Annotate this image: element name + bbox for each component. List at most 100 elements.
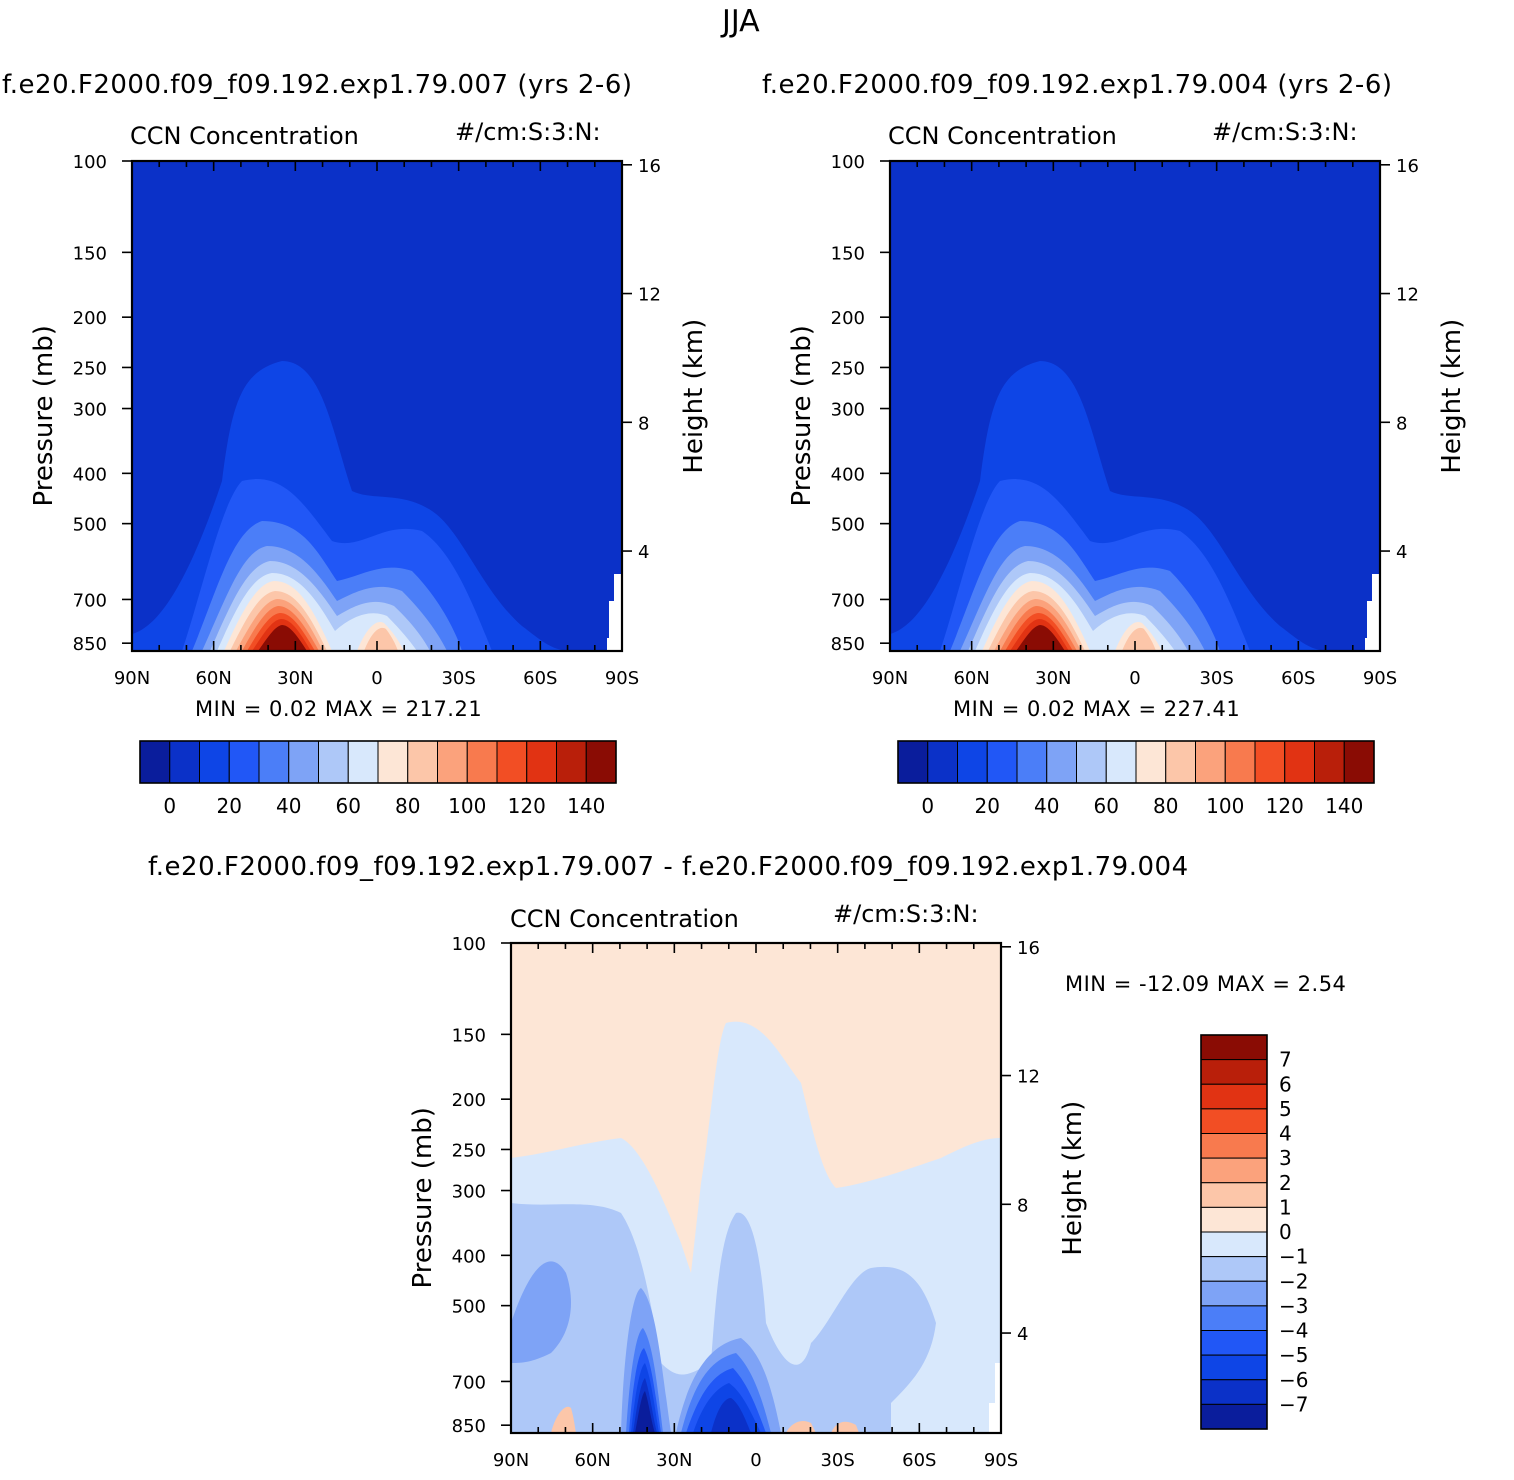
colorbar-box <box>897 740 929 784</box>
colorbar-box <box>139 740 171 784</box>
colorbar-box <box>1046 740 1077 784</box>
y2-axis-label: Height (km) <box>679 319 709 474</box>
x-tick-label: 90S <box>1363 668 1397 689</box>
colorbar-label: −4 <box>1279 1319 1308 1343</box>
colorbar-label: 0 <box>1279 1220 1292 1244</box>
colorbar-box <box>377 740 409 784</box>
colorbar-label: 5 <box>1279 1097 1292 1121</box>
diff-stats: MIN = -12.09 MAX = 2.54 <box>1065 972 1347 996</box>
colorbar-box <box>496 740 528 784</box>
colorbar-frame <box>897 740 1375 784</box>
colorbar-label: 0 <box>921 794 934 818</box>
y2-tick-label: 12 <box>638 285 661 306</box>
panel2-units: #/cm:S:3:N: <box>1212 118 1358 146</box>
colorbar-box <box>1200 1330 1268 1356</box>
colorbar-box <box>1314 740 1345 784</box>
field-contours <box>133 361 621 650</box>
y-tick-label: 100 <box>73 152 107 173</box>
y-tick-label: 500 <box>831 515 865 536</box>
panel2-variable: CCN Concentration <box>888 122 1117 150</box>
colorbar-box <box>1200 1059 1268 1085</box>
contour-band <box>1016 625 1065 650</box>
colorbar-label: 20 <box>217 794 242 818</box>
colorbar-box <box>585 740 617 784</box>
colorbar-label: 20 <box>975 794 1000 818</box>
plot-axes-1: 90N 60N 30N 0 30S 60S 90S 100 150 200 250 300 400 500… <box>787 152 1467 689</box>
y-tick-label: 850 <box>73 634 107 655</box>
colorbar-box <box>957 740 988 784</box>
colorbar-label: 60 <box>1094 794 1119 818</box>
y2-tick-label: 8 <box>1017 1195 1028 1216</box>
colorbar-box <box>288 740 319 784</box>
y2-tick-label: 4 <box>1396 542 1407 563</box>
y2-tick-label: 4 <box>1017 1324 1028 1345</box>
colorbar-label: 120 <box>508 794 546 818</box>
contour-band <box>258 625 307 650</box>
colorbar-label: −3 <box>1279 1294 1308 1318</box>
colorbar-box <box>1254 740 1286 784</box>
y-tick-label: 300 <box>73 400 107 421</box>
x-tick-label: 30N <box>277 668 313 689</box>
colorbar-label: 40 <box>1034 794 1059 818</box>
colorbar-box <box>169 740 200 784</box>
colorbar-label: 80 <box>395 794 420 818</box>
colorbar-label: 100 <box>448 794 486 818</box>
y2-axis-label: Height (km) <box>1437 319 1467 474</box>
colorbar-label: 80 <box>1153 794 1178 818</box>
colorbar-label: 6 <box>1279 1072 1292 1096</box>
colorbar-box <box>228 740 260 784</box>
x-tick-label: 0 <box>371 668 382 689</box>
colorbar-box <box>1200 1354 1268 1381</box>
colorbar-box <box>1224 740 1256 784</box>
main-title: JJA <box>722 4 760 39</box>
x-tick-label: 60S <box>523 668 557 689</box>
colorbar-label: −6 <box>1279 1368 1308 1392</box>
colorbar-box <box>466 740 498 784</box>
y2-tick-label: 16 <box>1017 938 1040 959</box>
y-tick-label: 400 <box>73 464 107 485</box>
colorbar-box <box>1105 740 1137 784</box>
panel2-case-label: f.e20.F2000.f09_f09.192.exp1.79.004 (yrs… <box>762 70 1393 100</box>
y-tick-label: 150 <box>73 243 107 264</box>
colorbar-box <box>318 740 349 784</box>
x-tick-label: 30N <box>1035 668 1071 689</box>
colorbar-box <box>1200 1083 1268 1110</box>
colorbar-box <box>1284 740 1315 784</box>
contour-band <box>633 1378 751 1432</box>
colorbar-panel1: 0 20 40 60 80 100 120 140 <box>139 740 617 818</box>
colorbar-box <box>1200 1034 1268 1061</box>
x-tick-label: 0 <box>1129 668 1140 689</box>
colorbar-label: 140 <box>567 794 605 818</box>
topography-mask <box>1365 574 1379 650</box>
y2-tick-label: 12 <box>1396 285 1419 306</box>
y-tick-label: 150 <box>452 1025 486 1046</box>
colorbar-box <box>1076 740 1107 784</box>
y-tick-label: 250 <box>452 1140 486 1161</box>
y-tick-label: 400 <box>452 1246 486 1267</box>
topography-mask <box>607 574 621 650</box>
colorbar-label: 7 <box>1279 1048 1292 1072</box>
x-tick-label: 60S <box>902 1450 936 1471</box>
y2-axis-label: Height (km) <box>1058 1101 1088 1256</box>
colorbar-box <box>986 740 1018 784</box>
colorbar-box <box>437 740 468 784</box>
y2-tick-label: 8 <box>638 413 649 434</box>
colorbar-label: 40 <box>276 794 301 818</box>
y-axis-label: Pressure (mb) <box>787 325 817 506</box>
colorbar-box <box>1200 1256 1268 1282</box>
colorbar-label: 60 <box>336 794 361 818</box>
colorbar-frame <box>1200 1034 1268 1430</box>
colorbar-box <box>1195 740 1226 784</box>
y-tick-label: 400 <box>831 464 865 485</box>
x-tick-label: 60N <box>574 1450 610 1471</box>
diff-units: #/cm:S:3:N: <box>833 900 979 928</box>
colorbar-label: 140 <box>1325 794 1363 818</box>
colorbar-label: 2 <box>1279 1171 1292 1195</box>
contour-band <box>512 1203 936 1432</box>
colorbar-label: 100 <box>1206 794 1244 818</box>
colorbar-box <box>1343 740 1375 784</box>
contour-band <box>635 1391 655 1432</box>
x-tick-label: 30S <box>441 668 475 689</box>
contour-band <box>512 1261 571 1363</box>
